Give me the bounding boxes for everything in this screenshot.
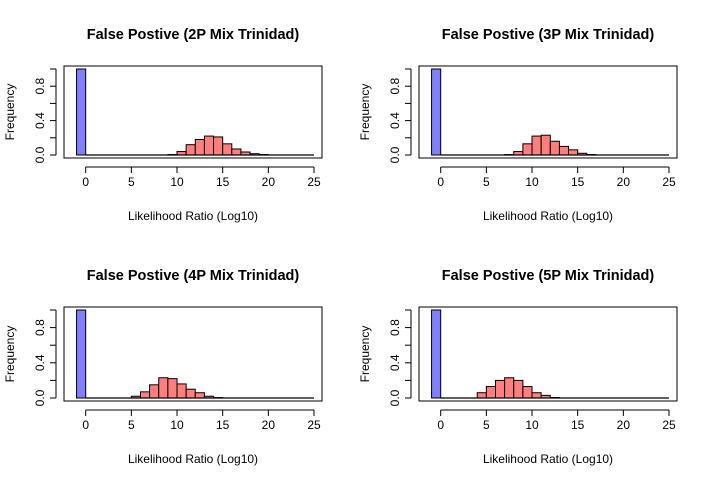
x-tick-label: 10 <box>170 175 184 189</box>
histogram-bar <box>149 384 160 399</box>
histogram-bar <box>76 68 87 156</box>
y-tick-label: 0.4 <box>388 112 402 129</box>
x-tick-label: 10 <box>170 418 184 432</box>
y-tick-label: 0.4 <box>388 354 402 371</box>
y-axis-title: Frequency <box>3 326 17 383</box>
y-tick-label: 0.0 <box>33 146 47 163</box>
histogram-bar <box>167 378 178 399</box>
histogram-bar <box>568 149 579 156</box>
histogram-bar <box>494 379 506 399</box>
plot-frame <box>63 65 323 159</box>
plot-frame <box>63 306 323 402</box>
histogram-bar <box>231 148 242 156</box>
x-axis-title: Likelihood Ratio (Log10) <box>128 452 258 466</box>
histogram-bar <box>504 377 515 399</box>
histogram-bar <box>540 134 551 156</box>
y-axis-title: Frequency <box>358 326 372 383</box>
x-tick-label: 15 <box>571 175 585 189</box>
x-tick-label: 20 <box>617 418 631 432</box>
x-tick-label: 5 <box>128 418 135 432</box>
x-tick-label: 10 <box>525 175 539 189</box>
histogram-bar <box>476 392 487 399</box>
histogram-bar <box>485 386 496 399</box>
y-tick-label: 0.4 <box>33 112 47 129</box>
x-tick-label: 20 <box>617 175 631 189</box>
x-tick-label: 5 <box>128 175 135 189</box>
x-tick-label: 25 <box>307 175 321 189</box>
plot-frame <box>418 306 678 402</box>
histogram-bar <box>531 392 542 399</box>
histogram-bar <box>531 135 542 156</box>
chart-title: False Postive (3P Mix Trinidad) <box>442 27 655 43</box>
histogram-bar <box>513 379 524 399</box>
chart-title: False Postive (2P Mix Trinidad) <box>87 27 300 43</box>
x-tick-label: 25 <box>662 175 676 189</box>
plot-frame <box>418 65 678 159</box>
x-tick-label: 5 <box>483 175 490 189</box>
x-tick-label: 0 <box>437 175 444 189</box>
x-tick-label: 25 <box>307 418 321 432</box>
histogram-bar <box>158 377 169 399</box>
y-tick-label: 0.4 <box>33 354 47 371</box>
x-tick-label: 0 <box>82 418 89 432</box>
x-tick-label: 20 <box>262 175 276 189</box>
y-tick-label: 0.0 <box>388 146 402 163</box>
histogram-bar <box>76 309 87 399</box>
x-tick-label: 10 <box>525 418 539 432</box>
chart-title: False Postive (4P Mix Trinidad) <box>87 268 300 284</box>
x-tick-label: 5 <box>483 418 490 432</box>
x-axis-title: Likelihood Ratio (Log10) <box>128 209 258 223</box>
x-tick-label: 15 <box>571 418 585 432</box>
y-tick-label: 0.8 <box>388 78 402 95</box>
y-tick-label: 0.8 <box>33 319 47 336</box>
histogram-bar <box>558 145 570 156</box>
chart-title: False Postive (5P Mix Trinidad) <box>442 268 655 284</box>
x-axis-title: Likelihood Ratio (Log10) <box>483 452 613 466</box>
y-tick-label: 0.8 <box>388 319 402 336</box>
x-tick-label: 15 <box>216 175 230 189</box>
y-axis-title: Frequency <box>358 84 372 141</box>
x-tick-label: 0 <box>437 418 444 432</box>
histogram-bar <box>549 140 560 156</box>
histogram-bar <box>139 391 151 399</box>
y-tick-label: 0.0 <box>33 389 47 406</box>
x-axis-title: Likelihood Ratio (Log10) <box>483 209 613 223</box>
y-tick-label: 0.0 <box>388 389 402 406</box>
x-tick-label: 0 <box>82 175 89 189</box>
histogram-bar <box>176 383 187 399</box>
histogram-bar <box>194 392 205 399</box>
histogram-bar <box>431 309 442 399</box>
histogram-bar <box>194 139 205 156</box>
histogram-bar <box>185 388 196 399</box>
histogram-bar <box>213 136 224 156</box>
histogram-bar <box>222 143 233 156</box>
histogram-bar <box>522 386 533 399</box>
histogram-bar <box>203 135 215 156</box>
y-axis-title: Frequency <box>3 84 17 141</box>
histogram-bar <box>522 143 533 156</box>
x-tick-label: 20 <box>262 418 276 432</box>
y-tick-label: 0.8 <box>33 78 47 95</box>
histogram-bar <box>431 68 442 156</box>
x-tick-label: 25 <box>662 418 676 432</box>
histogram-bar <box>185 144 196 156</box>
x-tick-label: 15 <box>216 418 230 432</box>
